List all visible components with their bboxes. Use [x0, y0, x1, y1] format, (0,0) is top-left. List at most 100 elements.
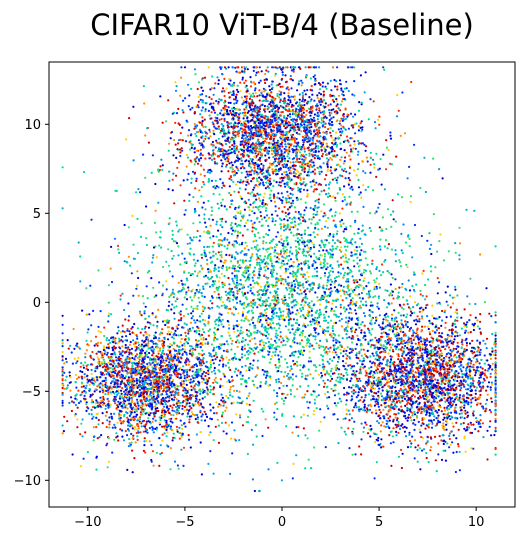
scatter-point: [312, 75, 315, 78]
scatter-point: [246, 356, 250, 360]
scatter-point: [163, 419, 166, 422]
scatter-point: [200, 186, 203, 189]
scatter-point: [190, 388, 193, 392]
scatter-point: [371, 247, 374, 250]
scatter-point: [193, 384, 196, 387]
scatter-point: [333, 110, 336, 113]
scatter-point: [128, 117, 131, 120]
scatter-point: [368, 331, 371, 334]
scatter-point: [449, 306, 452, 309]
scatter-point: [246, 291, 249, 294]
scatter-point: [399, 265, 403, 268]
scatter-point: [475, 386, 478, 389]
scatter-point: [221, 90, 224, 93]
scatter-point: [274, 219, 277, 223]
scatter-point: [469, 331, 472, 334]
scatter-point: [191, 315, 194, 318]
scatter-point: [308, 356, 311, 359]
scatter-point: [277, 354, 280, 357]
scatter-point: [99, 341, 102, 344]
scatter-point: [117, 405, 120, 409]
scatter-point: [132, 159, 135, 162]
scatter-point: [315, 319, 318, 322]
scatter-point: [275, 157, 278, 160]
scatter-point: [325, 220, 328, 223]
scatter-point: [154, 182, 157, 186]
scatter-point: [471, 397, 474, 400]
scatter-point: [174, 89, 178, 92]
scatter-point: [278, 345, 281, 348]
scatter-point: [324, 85, 327, 88]
scatter-point: [261, 300, 264, 303]
scatter-point: [209, 224, 212, 227]
scatter-point: [462, 350, 465, 353]
scatter-point: [245, 315, 248, 318]
scatter-point: [252, 286, 255, 289]
scatter-point: [184, 425, 187, 428]
scatter-point: [217, 229, 220, 232]
scatter-point: [283, 240, 286, 243]
scatter-point: [383, 188, 386, 191]
scatter-point: [64, 357, 68, 360]
scatter-point: [344, 256, 347, 259]
scatter-point: [379, 411, 382, 414]
scatter-point: [359, 368, 362, 371]
scatter-point: [180, 76, 183, 79]
scatter-point: [199, 441, 202, 444]
scatter-point: [168, 217, 171, 220]
scatter-point: [399, 330, 402, 333]
scatter-point: [356, 362, 359, 365]
scatter-point: [445, 419, 448, 422]
scatter-point: [232, 401, 235, 404]
scatter-point: [204, 419, 207, 422]
scatter-point: [420, 330, 423, 333]
scatter-point: [432, 398, 436, 401]
scatter-point: [134, 355, 137, 358]
scatter-point: [313, 267, 316, 270]
scatter-point: [125, 138, 128, 141]
scatter-point: [151, 261, 154, 264]
scatter-point: [145, 237, 148, 240]
scatter-point: [276, 131, 279, 134]
scatter-point: [357, 232, 360, 235]
scatter-point: [304, 293, 307, 296]
scatter-point: [119, 397, 122, 400]
scatter-point: [280, 133, 283, 136]
scatter-point: [272, 268, 275, 271]
scatter-point: [95, 352, 98, 355]
scatter-point: [136, 337, 139, 340]
scatter-point: [190, 317, 193, 320]
scatter-point: [118, 251, 121, 254]
scatter-point: [187, 438, 191, 441]
scatter-point: [313, 398, 316, 401]
scatter-point: [382, 344, 385, 347]
scatter-point: [262, 410, 265, 413]
scatter-point: [326, 390, 329, 394]
scatter-point: [312, 190, 315, 193]
scatter-point: [343, 386, 346, 390]
scatter-point: [253, 186, 256, 189]
scatter-point: [339, 142, 342, 145]
scatter-point: [251, 253, 254, 256]
scatter-point: [210, 214, 213, 217]
scatter-point: [288, 287, 291, 290]
scatter-point: [104, 393, 107, 396]
scatter-point: [347, 258, 350, 261]
scatter-point: [144, 351, 147, 355]
scatter-point: [266, 267, 270, 270]
scatter-point: [104, 414, 107, 417]
scatter-point: [444, 348, 447, 351]
scatter-point: [399, 342, 402, 345]
scatter-point: [317, 145, 320, 148]
scatter-point: [306, 189, 309, 192]
scatter-point: [382, 153, 385, 156]
scatter-point: [449, 443, 452, 446]
scatter-point: [302, 155, 306, 158]
scatter-point: [245, 270, 249, 273]
scatter-point: [395, 155, 398, 158]
scatter-point: [287, 338, 290, 341]
scatter-point: [86, 331, 89, 334]
scatter-point: [311, 93, 314, 96]
scatter-point: [259, 381, 262, 384]
scatter-point: [85, 401, 88, 404]
